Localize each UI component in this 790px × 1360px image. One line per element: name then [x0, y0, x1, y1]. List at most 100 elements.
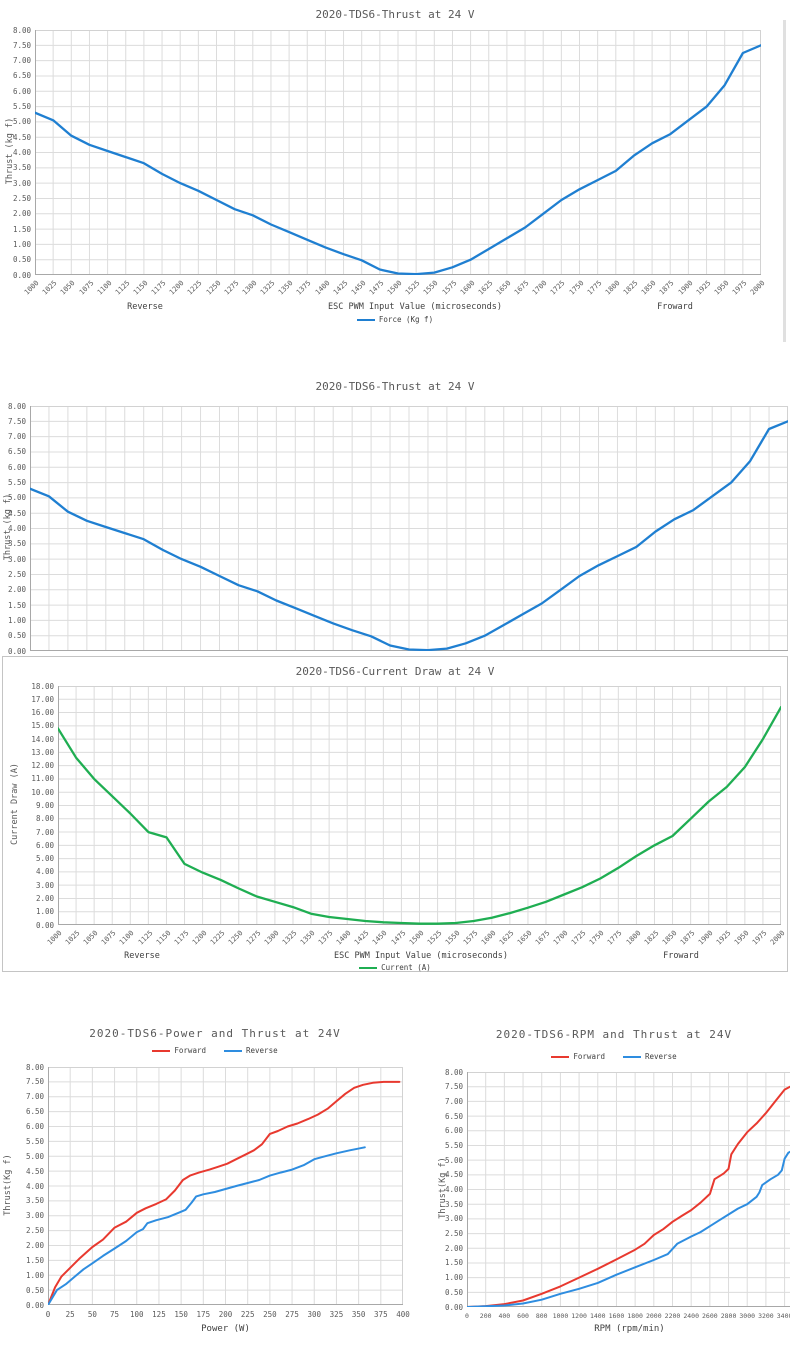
x-tick-label: 1650 — [494, 279, 513, 297]
series-line-reverse — [467, 1150, 790, 1307]
legend-item-force: Force (Kg f) — [356, 315, 433, 324]
y-tick-label: 4.00 — [25, 1181, 44, 1191]
legend-label: Current (A) — [381, 963, 431, 972]
y-tick-label: 0.00 — [25, 1300, 44, 1310]
legend-line-icon — [623, 1055, 641, 1058]
series-line-force-kg-f- — [35, 44, 761, 275]
x-tick-label: 100 — [129, 1310, 144, 1319]
x-axis-title: Power (W) — [201, 1324, 250, 1334]
series-line-force-kg-f- — [30, 420, 788, 651]
y-tick-label: 7.00 — [35, 827, 54, 837]
y-tick-label: 5.00 — [444, 1155, 463, 1165]
x-tick-label: 1975 — [730, 279, 749, 297]
x-tick-label: 800 — [535, 1312, 548, 1320]
y-tick-label: 7.50 — [12, 40, 31, 50]
plot-area — [58, 686, 781, 925]
x-tick-label: 1300 — [262, 929, 281, 947]
x-tick-label: 1125 — [113, 279, 132, 297]
chart-title: 2020-TDS6-Thrust at 24 V — [315, 380, 475, 393]
x-tick-label: 1350 — [277, 279, 295, 297]
x-tick-label: 1525 — [404, 279, 422, 297]
x-tick-label: 1300 — [240, 279, 259, 297]
y-tick-label: 8.00 — [35, 814, 54, 824]
y-tick-label: 6.00 — [12, 86, 31, 96]
x-tick-label: 2000 — [769, 929, 787, 947]
y-tick-label: 1.00 — [25, 1270, 44, 1280]
legend-label: Forward — [573, 1052, 605, 1061]
x-tick-label: 1800 — [624, 929, 643, 947]
chart-current-draw-panel: 2020-TDS6-Current Draw at 24 V Current D… — [2, 656, 788, 972]
plot-area — [467, 1072, 790, 1307]
x-tick-label: 1950 — [732, 929, 751, 947]
x-tick-label: 1575 — [440, 279, 459, 297]
y-tick-label: 0.50 — [25, 1285, 44, 1295]
legend-label: Reverse — [645, 1052, 677, 1061]
plot-svg — [467, 1072, 790, 1307]
y-tick-label: 7.50 — [444, 1082, 463, 1092]
y-tick-label: 3.00 — [7, 554, 26, 564]
legend: Forward Reverse — [438, 1052, 790, 1061]
x-axis-title: ESC PWM Input Value (microseconds) — [334, 951, 508, 961]
x-tick-label: 1100 — [95, 279, 114, 297]
x-tick-label: 1775 — [585, 279, 604, 297]
x-tick-label: 125 — [152, 1310, 166, 1319]
x-tick-label: 1325 — [281, 929, 299, 947]
y-tick-label: 15.00 — [31, 721, 54, 731]
x-tick-label: 325 — [329, 1310, 344, 1319]
x-tick-label: 1900 — [676, 279, 695, 297]
x-tick-label: 1625 — [476, 279, 495, 297]
x-tick-label: 175 — [196, 1310, 211, 1319]
y-tick-label: 1.50 — [25, 1255, 44, 1265]
y-tick-label: 8.00 — [12, 25, 31, 35]
x-axis-title: ESC PWM Input Value (microseconds) — [328, 302, 502, 312]
legend-line-icon — [152, 1049, 171, 1052]
plot-svg — [30, 406, 788, 651]
x-tick-label: 0 — [465, 1312, 469, 1320]
y-tick-label: 7.00 — [7, 432, 26, 442]
legend: Forward Reverse — [0, 1046, 430, 1055]
x-tick-label: 1450 — [371, 929, 390, 947]
y-tick-label: 14.00 — [31, 734, 54, 744]
zone-label-reverse: Reverse — [127, 302, 163, 312]
x-tick-label: 2000 — [645, 1312, 662, 1320]
y-tick-label: 4.50 — [25, 1166, 44, 1176]
y-tick-label: 9.00 — [35, 801, 54, 810]
x-tick-label: 1325 — [259, 279, 277, 297]
y-tick-label: 2.00 — [444, 1243, 463, 1253]
x-tick-label: 1025 — [64, 929, 82, 947]
y-tick-label: 4.00 — [12, 148, 31, 157]
plot-svg — [58, 686, 781, 925]
x-tick-label: 1075 — [100, 929, 118, 947]
x-tick-label: 1525 — [425, 929, 444, 947]
x-tick-label: 0 — [45, 1310, 51, 1319]
x-tick-label: 1400 — [313, 279, 332, 297]
legend-label: Reverse — [246, 1046, 278, 1055]
y-tick-label: 2.00 — [12, 209, 31, 219]
y-tick-label: 3.50 — [25, 1196, 44, 1206]
y-tick-label: 1.00 — [35, 907, 54, 917]
x-tick-label: 1425 — [353, 929, 371, 947]
x-tick-label: 1050 — [82, 929, 100, 947]
y-tick-label: 0.50 — [444, 1287, 463, 1297]
y-tick-label: 1.50 — [7, 600, 26, 610]
y-tick-label: 3.00 — [35, 880, 54, 890]
legend-label: Forward — [174, 1046, 206, 1055]
y-tick-label: 1.00 — [444, 1273, 463, 1283]
x-tick-label: 200 — [218, 1310, 233, 1319]
chart-title: 2020-TDS6-RPM and Thrust at 24V — [495, 1028, 733, 1041]
y-tick-label: 7.50 — [7, 416, 26, 426]
x-tick-label: 1375 — [317, 929, 335, 947]
plot-svg — [48, 1067, 403, 1305]
x-tick-label: 1225 — [208, 929, 227, 947]
chart-rpm-thrust: 2020-TDS6-RPM and Thrust at 24V Forward … — [438, 1018, 790, 1350]
x-tick-label: 1925 — [694, 279, 713, 297]
y-tick-label: 5.50 — [444, 1140, 463, 1150]
x-tick-label: 1100 — [118, 929, 136, 947]
y-tick-label: 4.00 — [444, 1185, 463, 1194]
x-tick-label: 150 — [174, 1310, 188, 1319]
x-tick-label: 2400 — [683, 1312, 699, 1320]
x-tick-label: 1200 — [168, 279, 186, 297]
y-tick-label: 6.50 — [7, 447, 26, 457]
x-tick-label: 1575 — [461, 929, 480, 947]
x-tick-label: 1650 — [516, 929, 534, 947]
